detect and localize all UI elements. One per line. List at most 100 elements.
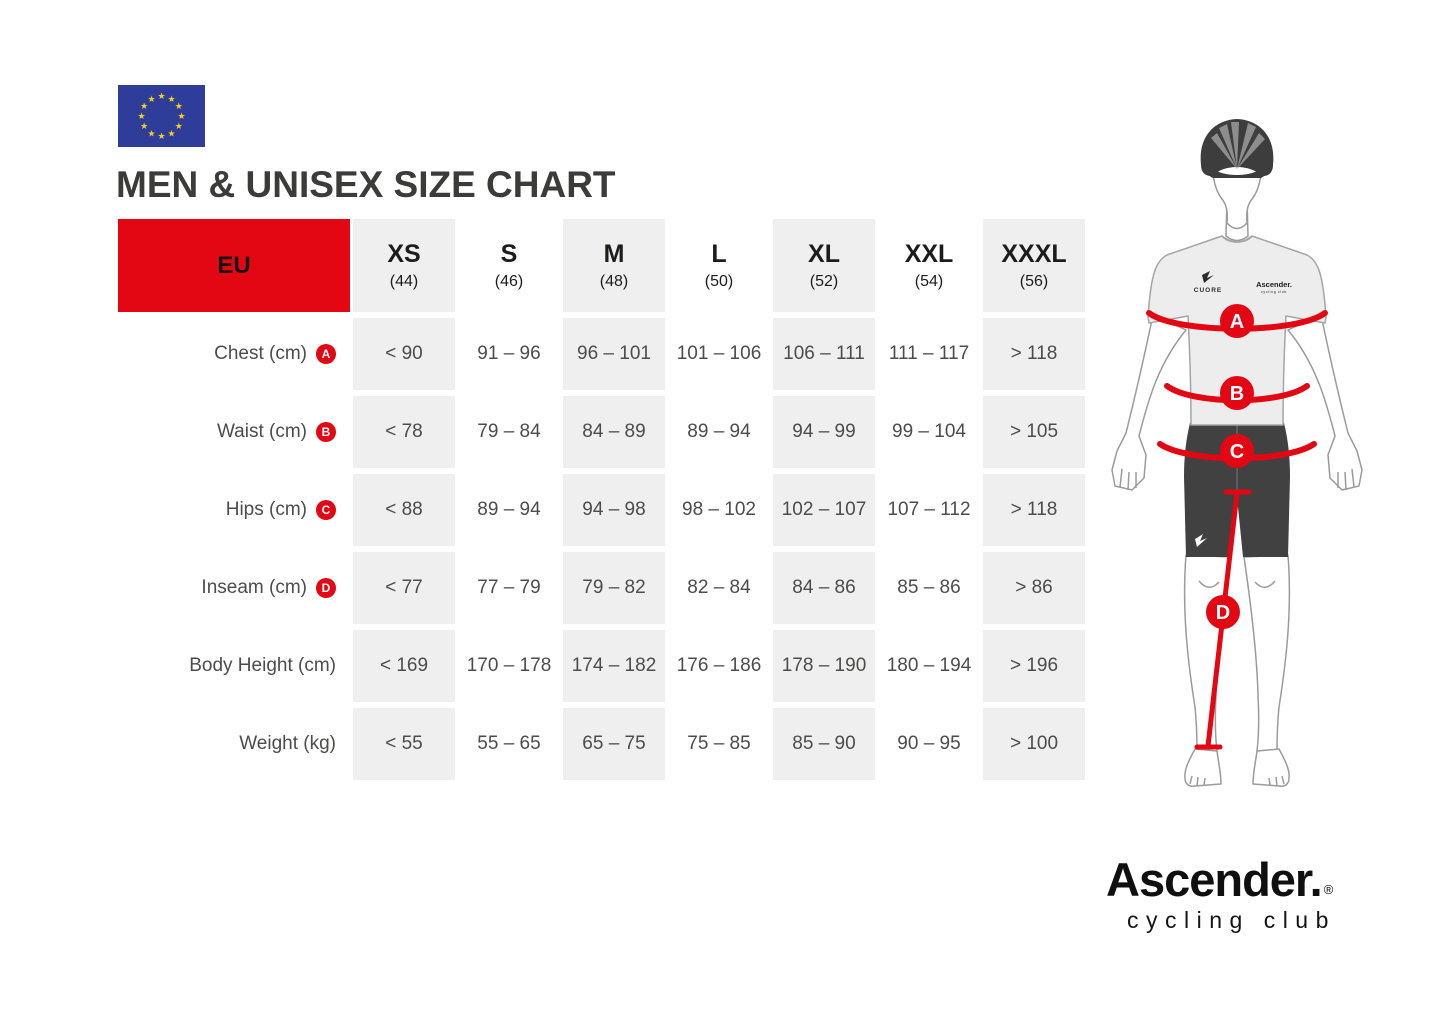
size-value-cell: < 77 <box>353 552 455 624</box>
marker-d-circle <box>1206 595 1240 629</box>
marker-b-letter: B <box>1230 383 1244 405</box>
measurement-badge-a: A <box>316 344 336 364</box>
inseam-line-caps <box>1194 489 1252 750</box>
svg-text:★: ★ <box>147 95 155 105</box>
cyclist-figure: CUORE Ascender. cycling club A B C D <box>1087 95 1387 795</box>
size-value-cell: 94 – 98 <box>563 474 665 546</box>
size-value-cell: 79 – 84 <box>458 396 560 468</box>
size-value-cell: 89 – 94 <box>668 396 770 468</box>
size-value-cell: 89 – 94 <box>458 474 560 546</box>
svg-text:★: ★ <box>140 102 148 112</box>
measurement-markers: A B C D <box>1206 304 1254 629</box>
size-value-cell: 102 – 107 <box>773 474 875 546</box>
row-label-waist: Waist (cm) B <box>118 396 350 468</box>
svg-text:★: ★ <box>175 122 183 132</box>
size-value-cell: 178 – 190 <box>773 630 875 702</box>
size-column-header-xxl: XXL (54) <box>878 219 980 312</box>
brand-logo: Ascender. ® cycling club <box>1106 856 1406 934</box>
size-value-cell: 85 – 90 <box>773 708 875 780</box>
size-value-cell: 180 – 194 <box>878 630 980 702</box>
size-value-cell: 98 – 102 <box>668 474 770 546</box>
size-column-header-xs: XS (44) <box>353 219 455 312</box>
registered-mark: ® <box>1323 882 1334 897</box>
eu-flag-field <box>118 85 205 147</box>
size-value-cell: 82 – 84 <box>668 552 770 624</box>
marker-a-letter: A <box>1230 311 1244 333</box>
row-label-weight: Weight (kg) <box>118 708 350 780</box>
measurement-badge-c: C <box>316 500 336 520</box>
jersey-club-subtext: cycling club <box>1261 290 1287 294</box>
size-value-cell: 99 – 104 <box>878 396 980 468</box>
cyclist-helmet-icon <box>1200 119 1274 178</box>
size-value-cell: > 105 <box>983 396 1085 468</box>
size-value-cell: 55 – 65 <box>458 708 560 780</box>
size-value-cell: > 86 <box>983 552 1085 624</box>
size-value-cell: 96 – 101 <box>563 318 665 390</box>
size-value-cell: > 196 <box>983 630 1085 702</box>
size-value-cell: 174 – 182 <box>563 630 665 702</box>
eu-header-cell: EU <box>118 219 350 312</box>
size-value-cell: 85 – 86 <box>878 552 980 624</box>
svg-text:★: ★ <box>157 132 165 142</box>
svg-text:★: ★ <box>140 122 148 132</box>
svg-text:★: ★ <box>175 102 183 112</box>
eu-flag-stars: ★ ★ ★ ★ ★ ★ ★ ★ ★ ★ ★ ★ <box>137 92 185 142</box>
eu-flag: ★ ★ ★ ★ ★ ★ ★ ★ ★ ★ ★ ★ <box>118 85 205 147</box>
marker-a-circle <box>1220 304 1254 338</box>
size-column-header-m: M (48) <box>563 219 665 312</box>
svg-text:★: ★ <box>147 130 155 140</box>
svg-text:★: ★ <box>157 92 165 102</box>
measurement-badge-b: B <box>316 422 336 442</box>
row-label-chest: Chest (cm) A <box>118 318 350 390</box>
size-value-cell: 79 – 82 <box>563 552 665 624</box>
size-value-cell: 101 – 106 <box>668 318 770 390</box>
jersey-brand-icon <box>1202 271 1214 283</box>
size-value-cell: 176 – 186 <box>668 630 770 702</box>
region-label: EU <box>217 251 251 279</box>
svg-text:★: ★ <box>167 130 175 140</box>
jersey-brand-text: CUORE <box>1194 287 1222 294</box>
size-value-cell: > 118 <box>983 318 1085 390</box>
row-label-hips: Hips (cm) C <box>118 474 350 546</box>
size-value-cell: 77 – 79 <box>458 552 560 624</box>
size-column-header-s: S (46) <box>458 219 560 312</box>
row-label-body-height: Body Height (cm) <box>118 630 350 702</box>
measurement-badge-d: D <box>316 578 336 598</box>
svg-text:★: ★ <box>177 112 185 122</box>
size-value-cell: > 100 <box>983 708 1085 780</box>
size-column-header-xl: XL (52) <box>773 219 875 312</box>
marker-b-circle <box>1220 376 1254 410</box>
size-value-cell: < 169 <box>353 630 455 702</box>
row-label-inseam: Inseam (cm) D <box>118 552 350 624</box>
size-value-cell: < 88 <box>353 474 455 546</box>
size-value-cell: 91 – 96 <box>458 318 560 390</box>
size-value-cell: < 90 <box>353 318 455 390</box>
size-value-cell: 84 – 89 <box>563 396 665 468</box>
size-value-cell: 106 – 111 <box>773 318 875 390</box>
size-value-cell: < 78 <box>353 396 455 468</box>
size-value-cell: 170 – 178 <box>458 630 560 702</box>
size-value-cell: 90 – 95 <box>878 708 980 780</box>
svg-text:★: ★ <box>137 112 145 122</box>
size-value-cell: 94 – 99 <box>773 396 875 468</box>
jersey-club-text: Ascender. <box>1256 280 1292 289</box>
size-table: EU XS (44) S (46) M (48) L (50) XL (52) … <box>118 219 1085 780</box>
size-value-cell: > 118 <box>983 474 1085 546</box>
size-column-header-xxxl: XXXL (56) <box>983 219 1085 312</box>
size-value-cell: < 55 <box>353 708 455 780</box>
size-value-cell: 107 – 112 <box>878 474 980 546</box>
marker-c-letter: C <box>1230 441 1244 463</box>
marker-c-circle <box>1220 434 1254 468</box>
page-title: MEN & UNISEX SIZE CHART <box>116 164 616 205</box>
marker-d-letter: D <box>1216 602 1230 624</box>
brand-subtitle: cycling club <box>1127 907 1336 933</box>
size-column-header-l: L (50) <box>668 219 770 312</box>
size-value-cell: 84 – 86 <box>773 552 875 624</box>
size-value-cell: 111 – 117 <box>878 318 980 390</box>
svg-text:★: ★ <box>167 95 175 105</box>
brand-name: Ascender. ® <box>1106 853 1334 906</box>
size-value-cell: 65 – 75 <box>563 708 665 780</box>
size-value-cell: 75 – 85 <box>668 708 770 780</box>
shorts-brand-icon <box>1195 534 1207 547</box>
